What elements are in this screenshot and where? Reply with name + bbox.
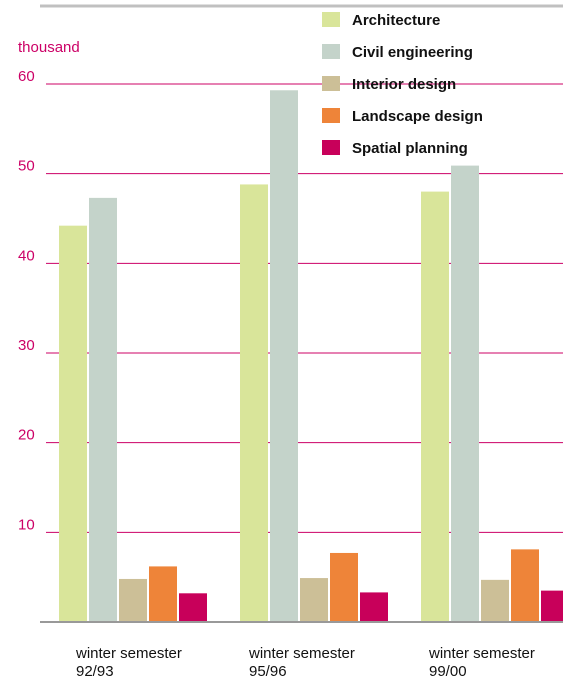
legend-label: Architecture xyxy=(352,12,440,29)
bar xyxy=(360,592,388,622)
y-tick-label: 60 xyxy=(18,68,35,85)
bar xyxy=(451,165,479,622)
legend-swatch xyxy=(322,44,340,59)
x-tick-label: 95/96 xyxy=(249,663,287,680)
bar xyxy=(270,90,298,622)
y-tick-label: 20 xyxy=(18,427,35,444)
bar xyxy=(421,191,449,622)
y-tick-labels: 10 20 30 40 50 60 xyxy=(18,68,35,533)
legend-label: Interior design xyxy=(352,76,456,93)
gridlines xyxy=(46,83,563,533)
bar xyxy=(89,197,117,623)
bar xyxy=(119,578,147,622)
legend-label: Spatial planning xyxy=(352,140,468,157)
legend-swatch xyxy=(322,76,340,91)
x-tick-label: winter semester xyxy=(75,645,182,662)
bar xyxy=(240,184,268,622)
bar xyxy=(511,549,539,622)
bar xyxy=(481,579,509,622)
bar xyxy=(300,578,328,622)
x-tick-label: 92/93 xyxy=(76,663,114,680)
bar xyxy=(149,566,177,622)
legend-label: Landscape design xyxy=(352,108,483,125)
x-tick-label: 99/00 xyxy=(429,663,467,680)
y-tick-label: 10 xyxy=(18,516,35,533)
bar xyxy=(330,552,358,622)
legend: Architecture Civil engineering Interior de… xyxy=(322,12,483,157)
x-tick-label: winter semester xyxy=(248,645,355,662)
legend-label: Civil engineering xyxy=(352,44,473,61)
y-tick-label: 30 xyxy=(18,337,35,354)
bars xyxy=(59,90,563,623)
y-unit-label: thousand xyxy=(18,39,80,56)
legend-swatch xyxy=(322,12,340,27)
y-tick-label: 50 xyxy=(18,158,35,175)
y-tick-label: 40 xyxy=(18,247,35,264)
legend-swatch xyxy=(322,108,340,123)
bar xyxy=(541,590,563,622)
bar xyxy=(59,225,87,622)
x-tick-label: winter semester xyxy=(428,645,535,662)
bar xyxy=(179,593,207,622)
legend-swatch xyxy=(322,140,340,155)
